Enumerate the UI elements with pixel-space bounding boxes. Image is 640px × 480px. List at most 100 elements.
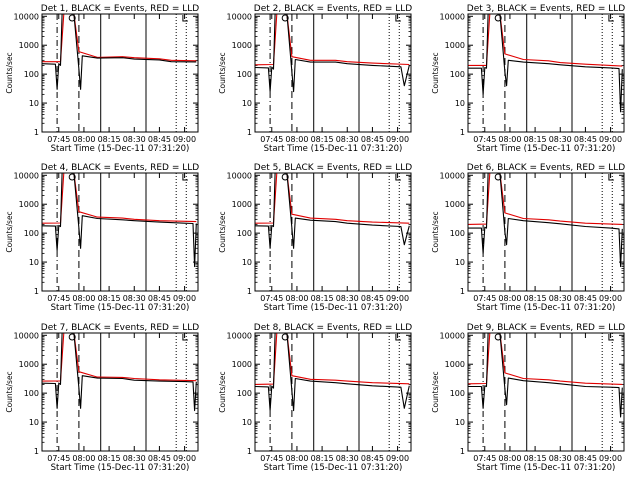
x-tick-label: 08:30 — [549, 454, 572, 463]
plot-area — [42, 173, 197, 268]
events-series-line — [468, 333, 623, 418]
det-panel-8: Det 8, BLACK = Events, RED = LLD 1 10 100 10… — [218, 323, 412, 473]
x-tick-label: 08:00 — [498, 294, 521, 303]
y-tick-label: 100 — [450, 229, 465, 238]
x-axis-label: Start Time (15-Dec-11 07:31:20) — [477, 144, 616, 154]
y-tick-label: 10000 — [227, 12, 252, 21]
x-tick-label: 08:00 — [285, 135, 308, 144]
x-tick-label: 08:15 — [98, 135, 121, 144]
y-axis-label: Counts/sec — [431, 211, 440, 252]
y-tick-label: 100 — [24, 229, 39, 238]
x-tick-label: 08:00 — [498, 135, 521, 144]
lld-series-line — [468, 173, 623, 225]
x-tick-label: 09:00 — [386, 294, 409, 303]
y-tick-label: 1 — [460, 447, 465, 456]
plot-area — [42, 333, 197, 412]
lld-series-line — [42, 173, 197, 224]
x-tick-label: 08:45 — [361, 135, 384, 144]
y-tick-label: 1 — [247, 287, 252, 296]
circle-annotation — [494, 333, 502, 341]
y-axis-label: Counts/sec — [218, 371, 227, 412]
panel-title: Det 1, BLACK = Events, RED = LLD — [41, 4, 200, 14]
det-panel-6: Det 6, BLACK = Events, RED = LLD 1 10 100 10… — [431, 163, 625, 313]
det-panel-4: Det 4, BLACK = Events, RED = LLD 1 10 100 10… — [5, 163, 199, 313]
l-annotation — [395, 334, 401, 341]
x-tick-label: 09:00 — [386, 454, 409, 463]
l-annotation — [608, 15, 614, 22]
det-panel-9: Det 9, BLACK = Events, RED = LLD 1 10 100 10… — [431, 323, 625, 473]
y-tick-label: 10 — [455, 418, 465, 427]
x-axis-label: Start Time (15-Dec-11 07:31:20) — [264, 463, 403, 473]
y-tick-label: 1 — [460, 287, 465, 296]
events-series-line — [255, 333, 410, 412]
x-tick-label: 09:00 — [173, 294, 196, 303]
y-axis-label: Counts/sec — [5, 211, 14, 252]
x-tick-label: 08:00 — [72, 294, 95, 303]
circle-annotation — [281, 173, 289, 181]
x-tick-label: 08:15 — [311, 294, 334, 303]
x-tick-label: 08:30 — [549, 294, 572, 303]
x-axis-label: Start Time (15-Dec-11 07:31:20) — [264, 303, 403, 313]
y-tick-label: 10000 — [14, 331, 39, 340]
x-tick-label: 08:30 — [336, 135, 359, 144]
l-annotation — [608, 334, 614, 341]
det-panel-3: Det 3, BLACK = Events, RED = LLD 1 10 100 10… — [431, 4, 625, 154]
x-tick-label: 08:15 — [311, 135, 334, 144]
panel-frame — [41, 13, 199, 133]
y-tick-label: 100 — [237, 229, 252, 238]
events-series-line — [42, 173, 197, 268]
x-tick-label: 08:30 — [123, 135, 146, 144]
y-tick-label: 10 — [455, 258, 465, 267]
y-tick-label: 10000 — [227, 171, 252, 180]
x-tick-label: 07:45 — [473, 454, 496, 463]
l-annotation — [182, 15, 188, 22]
circle-annotation — [494, 14, 502, 22]
x-tick-label: 08:45 — [574, 294, 597, 303]
panel-title: Det 3, BLACK = Events, RED = LLD — [467, 4, 626, 14]
y-tick-label: 1000 — [19, 360, 39, 369]
x-tick-label: 07:45 — [260, 454, 283, 463]
x-axis-label: Start Time (15-Dec-11 07:31:20) — [477, 303, 616, 313]
y-tick-label: 10 — [242, 99, 252, 108]
x-axis-label: Start Time (15-Dec-11 07:31:20) — [51, 144, 190, 154]
panel-frame — [254, 332, 412, 452]
lld-series-line — [42, 333, 197, 382]
l-annotation — [182, 334, 188, 341]
x-tick-label: 08:30 — [123, 294, 146, 303]
panel-title: Det 7, BLACK = Events, RED = LLD — [41, 323, 200, 333]
l-annotation — [395, 15, 401, 22]
x-axis-label: Start Time (15-Dec-11 07:31:20) — [264, 144, 403, 154]
y-tick-label: 1000 — [232, 41, 252, 50]
x-tick-label: 09:00 — [386, 135, 409, 144]
y-tick-label: 1 — [34, 128, 39, 137]
y-tick-label: 10 — [29, 418, 39, 427]
x-axis-label: Start Time (15-Dec-11 07:31:20) — [51, 463, 190, 473]
x-tick-label: 07:45 — [260, 294, 283, 303]
x-tick-label: 08:00 — [285, 294, 308, 303]
det-panel-7: Det 7, BLACK = Events, RED = LLD 1 10 100 10… — [5, 323, 199, 473]
y-tick-label: 10000 — [14, 12, 39, 21]
y-tick-label: 1000 — [445, 200, 465, 209]
y-tick-label: 100 — [237, 389, 252, 398]
x-axis-label: Start Time (15-Dec-11 07:31:20) — [51, 303, 190, 313]
events-series-line — [468, 173, 623, 268]
y-tick-label: 10000 — [14, 171, 39, 180]
y-tick-label: 1 — [460, 128, 465, 137]
y-tick-label: 1 — [34, 447, 39, 456]
y-tick-label: 10 — [242, 258, 252, 267]
y-tick-label: 10 — [242, 418, 252, 427]
y-tick-label: 10000 — [440, 331, 465, 340]
y-tick-label: 1000 — [232, 200, 252, 209]
y-tick-label: 10000 — [440, 171, 465, 180]
l-annotation — [182, 174, 188, 181]
events-series-line — [468, 14, 623, 113]
x-tick-label: 08:30 — [549, 135, 572, 144]
x-tick-label: 08:45 — [361, 294, 384, 303]
y-tick-label: 1000 — [445, 41, 465, 50]
x-tick-label: 08:00 — [72, 135, 95, 144]
x-tick-label: 08:15 — [524, 454, 547, 463]
y-tick-label: 100 — [24, 389, 39, 398]
x-tick-label: 08:45 — [148, 454, 171, 463]
y-tick-label: 1 — [247, 447, 252, 456]
